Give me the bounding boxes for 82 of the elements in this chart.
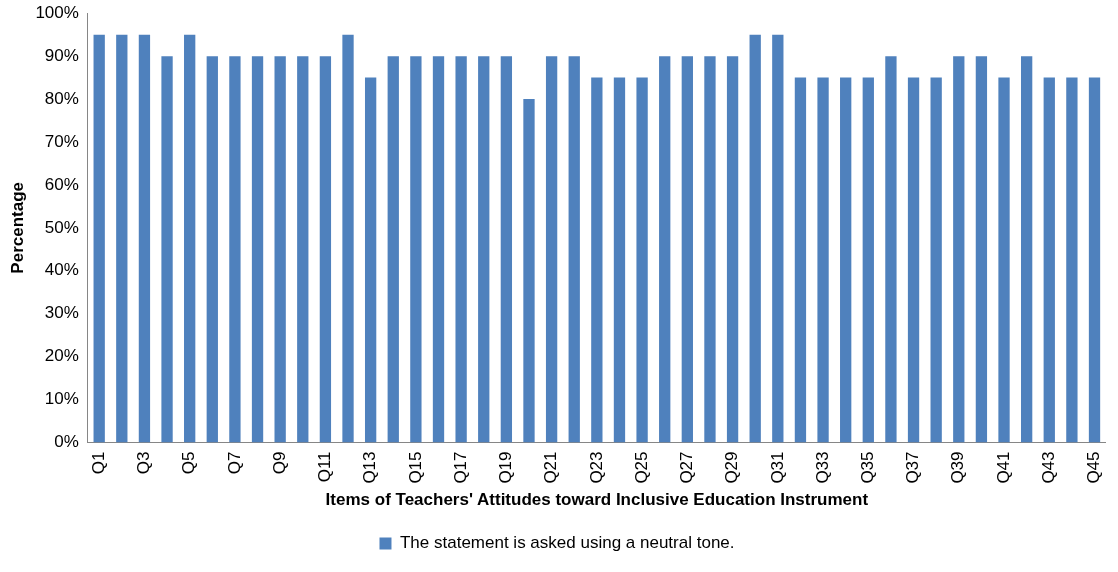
x-tick-label: Q37 — [903, 451, 923, 484]
y-tick-label: 80% — [44, 88, 79, 108]
bar — [998, 77, 1010, 443]
x-tick-label: Q43 — [1038, 451, 1058, 484]
bar — [975, 56, 988, 443]
x-tick-label: Q15 — [405, 451, 425, 484]
x-tick-label: Q31 — [767, 451, 787, 484]
bar — [297, 56, 309, 443]
y-tick-label: 10% — [44, 389, 79, 409]
bar — [636, 77, 648, 443]
bar — [953, 56, 965, 443]
bar — [93, 34, 105, 443]
bar — [229, 56, 241, 443]
x-tick-label: Q45 — [1084, 451, 1104, 484]
bar — [1043, 77, 1055, 443]
bar — [681, 56, 693, 443]
y-axis-title: Percentage — [7, 182, 27, 274]
bar — [659, 56, 671, 443]
legend-label: The statement is asked using a neutral tone. — [399, 533, 735, 553]
bar — [613, 77, 626, 443]
bar — [794, 77, 807, 443]
x-tick-label: Q35 — [857, 451, 877, 484]
bar — [251, 56, 264, 443]
y-tick-label: 70% — [44, 131, 79, 151]
bar — [545, 56, 558, 443]
bar — [432, 56, 445, 443]
bar — [184, 34, 196, 443]
x-tick-label: Q25 — [631, 451, 651, 484]
x-tick-label: Q39 — [948, 451, 968, 484]
y-tick-label: 50% — [44, 217, 79, 237]
x-tick-label: Q5 — [179, 451, 199, 475]
bar — [319, 56, 332, 443]
bar — [840, 77, 852, 443]
bar — [116, 34, 128, 443]
bar — [523, 99, 535, 443]
bar — [885, 56, 897, 443]
bar — [568, 56, 580, 443]
bar — [387, 56, 399, 443]
y-tick-label: 60% — [44, 174, 79, 194]
x-tick-label: Q17 — [450, 451, 470, 484]
bar — [410, 56, 422, 443]
bar — [591, 77, 603, 443]
bar — [364, 77, 377, 443]
y-tick-label: 100% — [35, 2, 79, 22]
bar — [704, 56, 716, 443]
x-tick-label: Q41 — [993, 451, 1013, 484]
y-tick-label: 20% — [44, 346, 79, 366]
y-tick-label: 90% — [44, 45, 79, 65]
bar — [772, 34, 784, 443]
bar — [455, 56, 467, 443]
bar — [138, 34, 151, 443]
x-tick-label: Q1 — [88, 451, 108, 475]
bar — [161, 56, 173, 443]
bar — [930, 77, 942, 443]
x-tick-label: Q9 — [269, 451, 289, 475]
x-tick-label: Q13 — [360, 451, 380, 484]
x-tick-label: Q23 — [586, 451, 606, 484]
bar — [500, 56, 513, 443]
bar — [478, 56, 490, 443]
bar — [1066, 77, 1078, 443]
x-tick-label: Q33 — [812, 451, 832, 484]
y-tick-label: 0% — [54, 432, 79, 452]
bar — [726, 56, 739, 443]
x-tick-label: Q27 — [677, 451, 697, 484]
x-tick-label: Q21 — [541, 451, 561, 484]
bar — [907, 77, 920, 443]
x-tick-label: Q3 — [134, 451, 154, 475]
bar — [749, 34, 761, 443]
bar — [862, 77, 874, 443]
y-tick-label: 30% — [44, 303, 79, 323]
y-tick-label: 40% — [44, 260, 79, 280]
x-tick-label: Q19 — [496, 451, 516, 484]
x-tick-label: Q29 — [722, 451, 742, 484]
x-tick-label: Q11 — [315, 451, 335, 483]
bar — [274, 56, 286, 443]
bar — [1088, 77, 1101, 443]
x-axis-title: Items of Teachers' Attitudes toward Inclusive Education Instrument — [325, 490, 869, 510]
x-tick-label: Q7 — [224, 451, 244, 475]
bar — [342, 34, 354, 443]
bar — [817, 77, 829, 443]
bar — [206, 56, 218, 443]
bar — [1020, 56, 1033, 443]
